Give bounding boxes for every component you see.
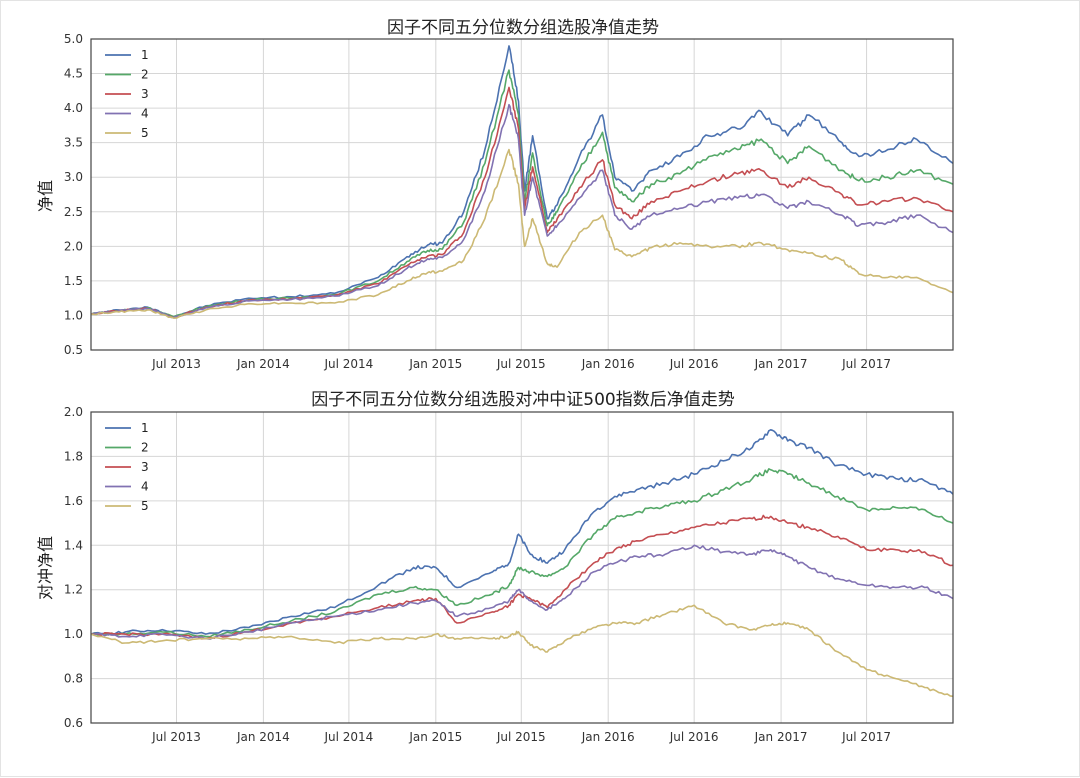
top-chart-title: 因子不同五分位数分组选股净值走势 [387, 18, 659, 38]
y-tick-label: 1.5 [64, 274, 83, 288]
legend-label-3: 3 [141, 87, 149, 101]
series-line-1 [90, 428, 954, 635]
x-tick-label: Jan 2017 [754, 730, 808, 744]
legend-label-4: 4 [141, 480, 149, 494]
x-tick-label: Jan 2016 [581, 357, 635, 371]
y-tick-label: 3.0 [64, 170, 83, 184]
bottom-chart-ylabel: 对冲净值 [36, 536, 55, 600]
legend-label-1: 1 [141, 48, 149, 62]
series-line-4 [90, 544, 954, 640]
y-tick-label: 0.6 [64, 716, 83, 730]
series-line-4 [90, 103, 954, 319]
y-tick-label: 1.8 [64, 449, 83, 463]
y-tick-label: 0.5 [64, 343, 83, 357]
x-tick-label: Jul 2017 [841, 730, 891, 744]
y-tick-label: 4.0 [64, 101, 83, 115]
x-tick-label: Jul 2013 [151, 730, 201, 744]
y-tick-label: 2.0 [64, 405, 83, 419]
y-tick-label: 2.0 [64, 239, 83, 253]
x-tick-label: Jul 2016 [669, 730, 719, 744]
x-tick-label: Jan 2014 [236, 357, 290, 371]
bottom-chart-title: 因子不同五分位数分组选股对冲中证500指数后净值走势 [311, 390, 734, 410]
x-tick-label: Jul 2015 [496, 730, 546, 744]
x-tick-label: Jul 2013 [151, 357, 201, 371]
legend-label-5: 5 [141, 499, 149, 513]
legend-label-5: 5 [141, 126, 149, 140]
y-tick-label: 1.6 [64, 494, 83, 508]
x-tick-label: Jul 2014 [323, 730, 373, 744]
y-tick-label: 4.5 [64, 67, 83, 81]
x-tick-label: Jul 2015 [496, 357, 546, 371]
legend-label-3: 3 [141, 460, 149, 474]
y-tick-label: 1.0 [64, 308, 83, 322]
y-tick-label: 5.0 [64, 32, 83, 46]
x-tick-label: Jan 2015 [408, 357, 462, 371]
legend-label-2: 2 [141, 68, 149, 82]
plot-frame [90, 38, 954, 351]
legend-label-1: 1 [141, 421, 149, 435]
x-tick-label: Jul 2014 [323, 357, 373, 371]
y-tick-label: 0.8 [64, 672, 83, 686]
x-tick-label: Jul 2016 [669, 357, 719, 371]
top-chart-ylabel: 净值 [36, 180, 55, 212]
series-line-2 [90, 69, 954, 318]
series-line-5 [90, 148, 954, 320]
y-tick-label: 2.5 [64, 205, 83, 219]
bottom-chart: 因子不同五分位数分组选股对冲中证500指数后净值走势 对冲净值 0.6 0.8 1.… [36, 390, 954, 744]
legend-label-2: 2 [141, 441, 149, 455]
legend-label-4: 4 [141, 107, 149, 121]
series-line-2 [90, 468, 954, 638]
series-line-5 [90, 604, 954, 698]
x-tick-label: Jan 2017 [754, 357, 808, 371]
y-tick-label: 3.5 [64, 136, 83, 150]
y-tick-label: 1.4 [64, 538, 83, 552]
x-tick-label: Jul 2017 [841, 357, 891, 371]
y-tick-label: 1.2 [64, 583, 83, 597]
x-tick-label: Jan 2014 [236, 730, 290, 744]
top-chart: 因子不同五分位数分组选股净值走势 净值 0.5 1.0 1.5 2.0 2.5 3.0 3.… [36, 18, 954, 371]
series-line-3 [90, 514, 954, 640]
plot-frame [90, 411, 954, 724]
x-tick-label: Jan 2015 [408, 730, 462, 744]
y-tick-label: 1.0 [64, 627, 83, 641]
series-line-3 [90, 86, 954, 319]
x-tick-label: Jan 2016 [581, 730, 635, 744]
